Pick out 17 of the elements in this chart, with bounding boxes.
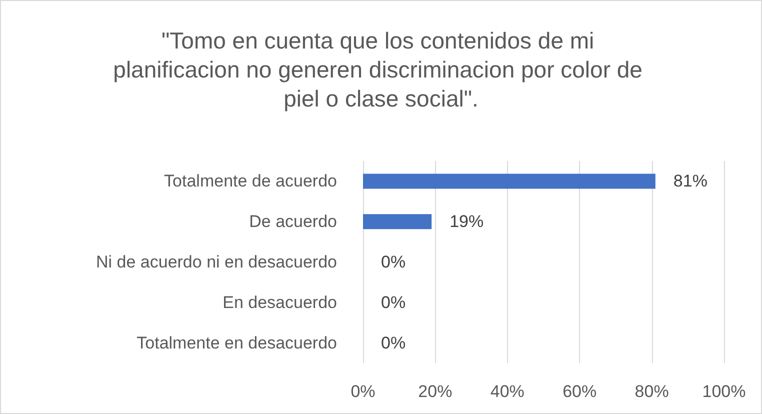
x-tick-label: 80% [634, 382, 669, 401]
x-tick-label: 40% [490, 382, 524, 401]
y-tick-label: De acuerdo [249, 212, 337, 232]
y-tick-label: Ni de acuerdo ni en desacuerdo [96, 252, 337, 272]
data-label: 0% [381, 292, 406, 312]
y-tick-label: Totalmente en desacuerdo [136, 333, 337, 352]
y-tick-label: En desacuerdo [222, 292, 337, 312]
x-tick-label: 60% [562, 382, 597, 401]
x-tick-label: 100% [702, 382, 746, 401]
data-label: 0% [381, 252, 406, 272]
data-label: 0% [381, 333, 406, 352]
chart-title: "Tomo en cuenta que los contenidos de mi planificacion no generen discriminacion por color de piel o clase social". [113, 28, 649, 112]
x-tick-label: 0% [350, 382, 376, 401]
data-label: 19% [450, 212, 484, 232]
y-tick-label: Totalmente de acuerdo [164, 172, 337, 191]
x-tick-label: 20% [418, 382, 452, 401]
data-label: 81% [673, 172, 708, 191]
